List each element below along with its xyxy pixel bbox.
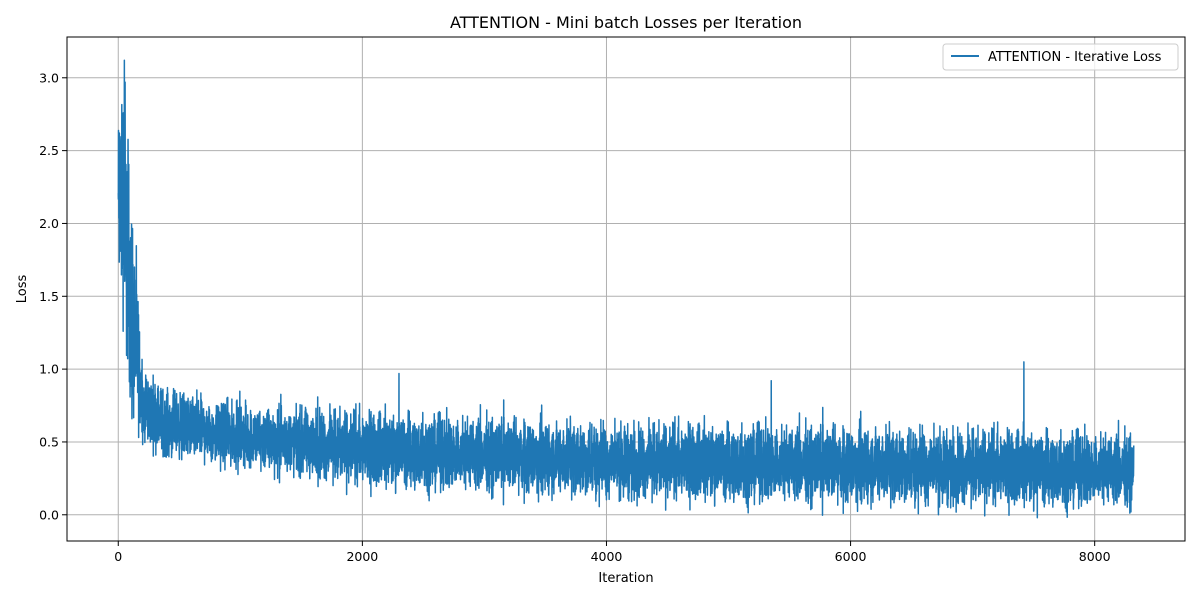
y-tick-label: 0.0 [39,507,59,522]
x-tick-label: 0 [114,549,122,564]
chart-title: ATTENTION - Mini batch Losses per Iterat… [450,13,802,32]
legend: ATTENTION - Iterative Loss [942,43,1179,71]
y-tick-label: 3.0 [39,70,59,85]
x-tick-label: 2000 [346,549,378,564]
series-layer [117,59,1135,519]
x-tick-label: 4000 [591,549,623,564]
series-line-attention-iterative-loss [117,59,1135,519]
x-tick-label: 6000 [835,549,867,564]
legend-series-label: ATTENTION - Iterative Loss [988,50,1162,65]
x-tick-label: 8000 [1079,549,1111,564]
legend-box [942,43,1179,71]
x-axis-label: Iteration [598,571,653,586]
y-axis-label: Loss [15,275,30,304]
tick-layer: 0 2000 4000 6000 8000 0.0 0.5 1.0 1.5 2.0 2.5 3.0 [39,70,1111,564]
plot-area-frame [66,36,1186,542]
y-tick-label: 2.5 [39,143,59,158]
y-tick-label: 1.0 [39,362,59,377]
y-tick-label: 2.0 [39,216,59,231]
y-tick-label: 0.5 [39,434,59,449]
y-tick-label: 1.5 [39,289,59,304]
